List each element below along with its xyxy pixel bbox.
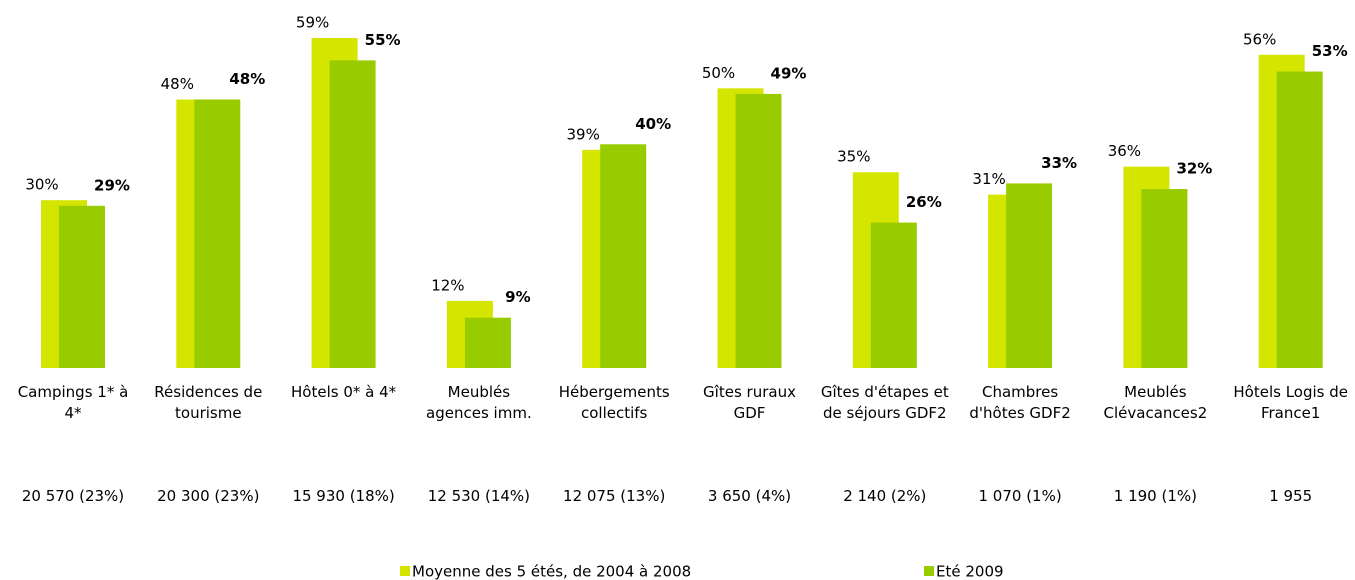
value-label: 56% <box>1243 30 1276 48</box>
legend-label: Eté 2009 <box>936 563 1004 580</box>
bar <box>464 317 511 368</box>
value-label: 49% <box>771 64 807 82</box>
value-label: 32% <box>1176 160 1212 178</box>
value-label: 33% <box>1041 154 1077 172</box>
value-label: 39% <box>567 125 600 143</box>
x-tick-label: Meublés Clévacances2 <box>1103 383 1208 422</box>
value-label: 12% <box>431 276 464 294</box>
x-tick-label: Hôtels 0* à 4* <box>291 383 397 401</box>
count-label: 1 070 (1%) <box>978 487 1062 505</box>
value-label: 36% <box>1108 142 1141 160</box>
bar <box>870 222 917 368</box>
x-tick-label: Gîtes ruraux GDF <box>703 383 796 422</box>
value-label: 29% <box>94 176 130 194</box>
bar <box>194 99 241 368</box>
value-label: 30% <box>25 176 58 194</box>
count-label: 12 530 (14%) <box>427 487 531 505</box>
count-label: 1 955 <box>1269 487 1313 505</box>
count-label: 15 930 (18%) <box>292 487 395 505</box>
bar <box>329 60 376 368</box>
value-label: 48% <box>229 70 265 88</box>
value-label: 35% <box>837 148 870 166</box>
value-label: 40% <box>635 115 671 133</box>
count-label: 20 570 (23%) <box>21 487 125 505</box>
count-label: 1 190 (1%) <box>1113 487 1197 505</box>
bar <box>59 205 105 368</box>
value-label: 31% <box>972 170 1005 188</box>
legend-swatch <box>400 566 410 576</box>
count-label: 12 075 (13%) <box>563 487 666 505</box>
bar <box>735 93 782 369</box>
bar <box>600 144 647 368</box>
value-label: 59% <box>296 14 329 32</box>
bar <box>1141 189 1188 368</box>
legend-swatch <box>924 566 934 576</box>
x-tick-label: Hôtels Logis de France1 <box>1233 383 1348 422</box>
value-label: 9% <box>505 288 530 306</box>
legend-label: Moyenne des 5 étés, de 2004 à 2008 <box>412 563 691 580</box>
x-tick-label: Hébergements collectifs <box>558 383 670 422</box>
x-tick-label: Chambres d'hôtes GDF2 <box>969 383 1071 422</box>
count-label: 2 140 (2%) <box>843 487 927 505</box>
x-tick-label: Campings 1* à 4* <box>17 383 129 422</box>
value-label: 50% <box>702 64 735 82</box>
x-tick-label: Gîtes d'étapes et de séjours GDF2 <box>820 383 949 422</box>
count-label: 20 300 (23%) <box>157 487 260 505</box>
value-label: 55% <box>365 31 401 49</box>
value-label: 53% <box>1312 42 1348 60</box>
value-label: 48% <box>161 75 194 93</box>
bar <box>1006 183 1053 368</box>
bar <box>1276 71 1323 368</box>
x-tick-label: Résidences de tourisme <box>154 383 263 422</box>
x-tick-label: Meublés agences imm. <box>426 383 532 422</box>
value-label: 26% <box>906 193 942 211</box>
count-label: 3 650 (4%) <box>707 487 792 505</box>
